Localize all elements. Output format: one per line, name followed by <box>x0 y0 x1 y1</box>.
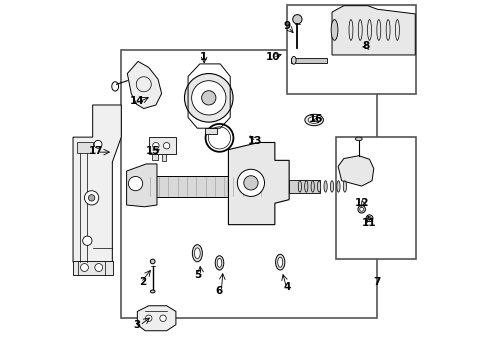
Circle shape <box>152 143 159 149</box>
Polygon shape <box>228 143 288 225</box>
Text: 13: 13 <box>247 136 262 146</box>
Polygon shape <box>337 156 373 186</box>
Polygon shape <box>73 105 121 262</box>
Text: 10: 10 <box>265 52 280 62</box>
Circle shape <box>244 176 258 190</box>
Bar <box>287 5 415 94</box>
Ellipse shape <box>150 290 155 293</box>
Polygon shape <box>331 6 414 55</box>
Text: 6: 6 <box>215 286 223 296</box>
Bar <box>205 128 216 134</box>
Bar <box>152 154 158 160</box>
Ellipse shape <box>357 206 365 213</box>
Circle shape <box>163 143 169 149</box>
Circle shape <box>191 81 225 115</box>
Ellipse shape <box>291 57 296 64</box>
Bar <box>162 154 166 161</box>
Text: 1: 1 <box>200 52 206 62</box>
Bar <box>335 137 415 258</box>
Ellipse shape <box>307 117 320 123</box>
Ellipse shape <box>330 19 337 40</box>
Ellipse shape <box>277 257 282 267</box>
Circle shape <box>201 91 216 105</box>
Circle shape <box>81 264 88 271</box>
Circle shape <box>292 15 302 24</box>
Text: 17: 17 <box>89 147 103 157</box>
Ellipse shape <box>298 181 301 192</box>
Circle shape <box>184 73 233 122</box>
Text: 7: 7 <box>372 277 380 287</box>
Text: 15: 15 <box>146 147 161 157</box>
Polygon shape <box>126 164 157 207</box>
Ellipse shape <box>366 215 372 222</box>
Text: 3: 3 <box>133 320 141 330</box>
Circle shape <box>95 264 102 271</box>
Ellipse shape <box>150 259 155 264</box>
Ellipse shape <box>304 181 307 192</box>
Bar <box>148 137 175 154</box>
Text: 11: 11 <box>362 218 376 228</box>
Ellipse shape <box>343 181 346 192</box>
Bar <box>288 180 319 193</box>
Polygon shape <box>137 306 176 331</box>
Text: 14: 14 <box>130 96 144 107</box>
Ellipse shape <box>359 207 363 211</box>
Ellipse shape <box>336 181 339 192</box>
Bar <box>121 50 376 318</box>
Circle shape <box>145 315 152 321</box>
Circle shape <box>128 176 142 191</box>
Bar <box>77 143 93 153</box>
Text: 5: 5 <box>194 270 201 280</box>
Ellipse shape <box>310 181 314 192</box>
Ellipse shape <box>217 258 222 267</box>
Ellipse shape <box>317 181 320 192</box>
Text: 4: 4 <box>283 282 290 292</box>
Ellipse shape <box>194 248 200 258</box>
Ellipse shape <box>304 114 323 126</box>
Ellipse shape <box>215 256 224 270</box>
Ellipse shape <box>330 181 333 192</box>
Text: 8: 8 <box>362 41 369 51</box>
Circle shape <box>160 315 166 321</box>
Text: 12: 12 <box>354 198 369 208</box>
Text: 2: 2 <box>139 277 146 287</box>
Ellipse shape <box>192 245 202 262</box>
Ellipse shape <box>324 181 326 192</box>
Text: 9: 9 <box>283 21 290 31</box>
Circle shape <box>94 140 102 148</box>
Ellipse shape <box>355 137 362 141</box>
Circle shape <box>84 191 99 205</box>
Ellipse shape <box>367 217 370 220</box>
Ellipse shape <box>275 254 285 270</box>
Circle shape <box>237 169 264 197</box>
Bar <box>144 176 272 197</box>
Bar <box>73 261 113 275</box>
Bar <box>290 58 326 63</box>
Polygon shape <box>127 62 162 109</box>
Circle shape <box>82 236 92 246</box>
Text: 16: 16 <box>308 114 323 124</box>
Circle shape <box>88 195 95 201</box>
